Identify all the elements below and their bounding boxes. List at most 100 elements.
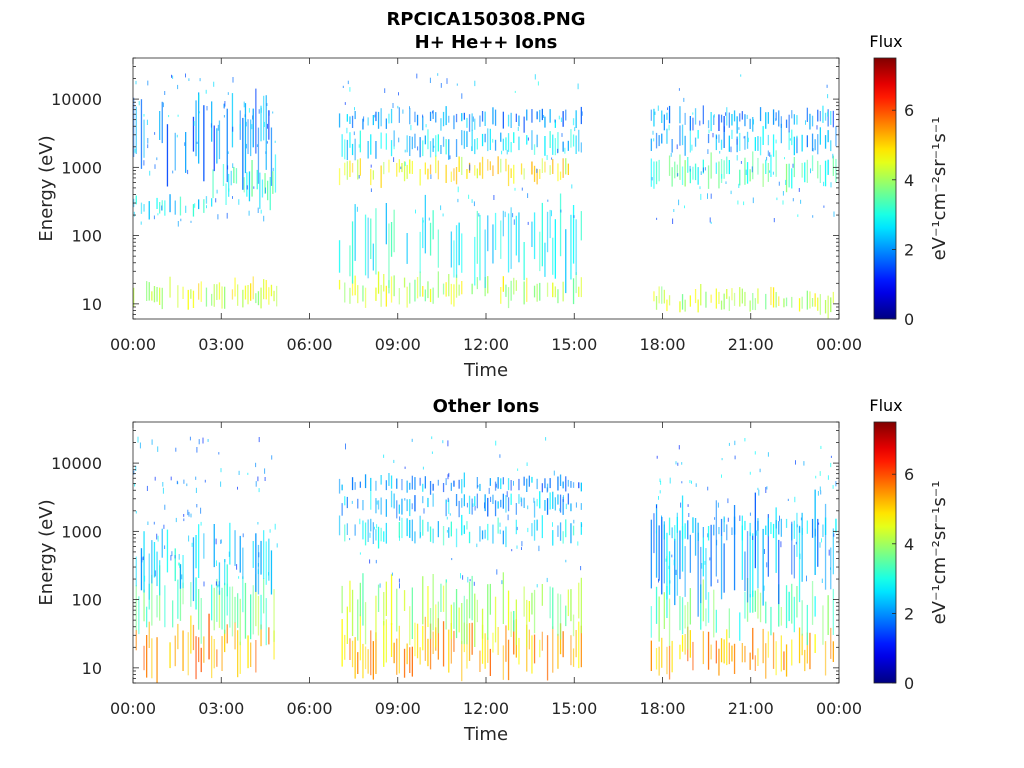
flux-streak xyxy=(354,204,356,261)
flux-streak xyxy=(234,277,236,297)
flux-streak xyxy=(749,652,751,670)
flux-streak xyxy=(349,638,351,660)
flux-streak xyxy=(461,113,463,122)
flux-dot xyxy=(397,105,399,109)
flux-streak xyxy=(757,648,759,666)
flux-streak xyxy=(198,283,200,300)
x-tick-label: 18:00 xyxy=(639,699,685,718)
flux-dot xyxy=(826,84,828,88)
flux-streak xyxy=(432,138,434,152)
flux-streak xyxy=(267,180,269,201)
flux-streak xyxy=(578,582,580,619)
flux-streak xyxy=(385,203,387,245)
flux-dot xyxy=(562,495,564,500)
flux-dot xyxy=(681,462,683,465)
flux-streak xyxy=(666,532,668,600)
flux-streak xyxy=(523,116,525,133)
plot-frame xyxy=(132,421,840,684)
flux-streak xyxy=(507,287,510,309)
flux-streak xyxy=(406,518,408,537)
flux-streak xyxy=(341,503,343,516)
flux-streak xyxy=(554,119,556,128)
flux-streak xyxy=(448,499,450,514)
flux-streak xyxy=(354,275,356,296)
flux-streak xyxy=(265,95,267,170)
flux-dot xyxy=(577,541,579,546)
flux-dot xyxy=(471,146,473,152)
flux-streak xyxy=(354,637,356,679)
flux-dot xyxy=(467,576,469,583)
flux-streak xyxy=(151,638,153,679)
x-tick-label: 21:00 xyxy=(728,335,774,354)
flux-streak xyxy=(510,142,512,153)
flux-streak xyxy=(216,128,218,164)
flux-streak xyxy=(250,594,252,640)
flux-streak xyxy=(338,478,341,494)
flux-dot xyxy=(501,580,503,585)
flux-dot xyxy=(446,516,448,520)
flux-streak xyxy=(728,296,730,311)
flux-dot xyxy=(521,187,523,191)
flux-dot xyxy=(449,513,451,516)
flux-streak xyxy=(689,588,691,625)
flux-streak xyxy=(658,286,660,304)
flux-dot xyxy=(830,462,832,468)
flux-streak xyxy=(702,105,704,125)
flux-streak xyxy=(824,503,827,590)
flux-streak xyxy=(424,476,426,489)
flux-streak xyxy=(567,140,569,151)
flux-dot xyxy=(691,144,693,151)
flux-streak xyxy=(372,243,374,271)
flux-dot xyxy=(139,442,141,449)
flux-dot xyxy=(712,133,714,138)
flux-streak xyxy=(668,155,671,176)
flux-streak xyxy=(817,297,819,311)
flux-dot xyxy=(188,535,190,542)
flux-dot xyxy=(652,130,654,135)
flux-streak xyxy=(780,116,782,128)
flux-dot xyxy=(820,445,822,449)
flux-streak xyxy=(354,138,356,161)
flux-dot xyxy=(573,215,575,218)
flux-streak xyxy=(528,601,530,622)
flux-streak xyxy=(718,648,720,676)
flux-streak xyxy=(466,599,468,645)
flux-dot xyxy=(393,145,395,150)
flux-dot xyxy=(251,124,253,130)
flux-streak xyxy=(359,614,361,661)
flux-streak xyxy=(832,155,834,176)
flux-streak xyxy=(484,529,486,539)
flux-dot xyxy=(399,516,401,521)
flux-dot xyxy=(830,567,831,570)
flux-streak xyxy=(827,595,829,635)
flux-streak xyxy=(346,496,348,509)
flux-streak xyxy=(414,622,416,657)
flux-streak xyxy=(806,107,808,122)
flux-streak xyxy=(484,633,486,669)
flux-streak xyxy=(445,139,447,155)
flux-streak xyxy=(385,118,387,129)
flux-dot xyxy=(558,115,560,120)
flux-dot xyxy=(347,80,349,85)
flux-dot xyxy=(516,526,518,531)
flux-streak xyxy=(827,295,829,319)
flux-streak xyxy=(396,478,398,489)
flux-streak xyxy=(143,645,145,671)
flux-streak xyxy=(536,478,538,490)
flux-streak xyxy=(224,629,226,653)
flux-dot xyxy=(384,88,386,93)
flux-streak xyxy=(385,581,387,616)
flux-streak xyxy=(723,516,725,533)
flux-streak xyxy=(370,218,372,259)
flux-streak xyxy=(832,110,834,128)
flux-dot xyxy=(404,161,406,166)
flux-dot xyxy=(244,114,246,117)
panel-h-he-ions: H+ He++ Ions 00:00 03:00 06:00 09:00 12:00 15… xyxy=(36,32,950,381)
flux-streak xyxy=(697,522,699,541)
flux-streak xyxy=(676,512,678,596)
flux-dot xyxy=(551,157,553,160)
flux-streak xyxy=(770,522,772,534)
flux-streak xyxy=(580,211,582,241)
flux-dot xyxy=(721,474,722,478)
